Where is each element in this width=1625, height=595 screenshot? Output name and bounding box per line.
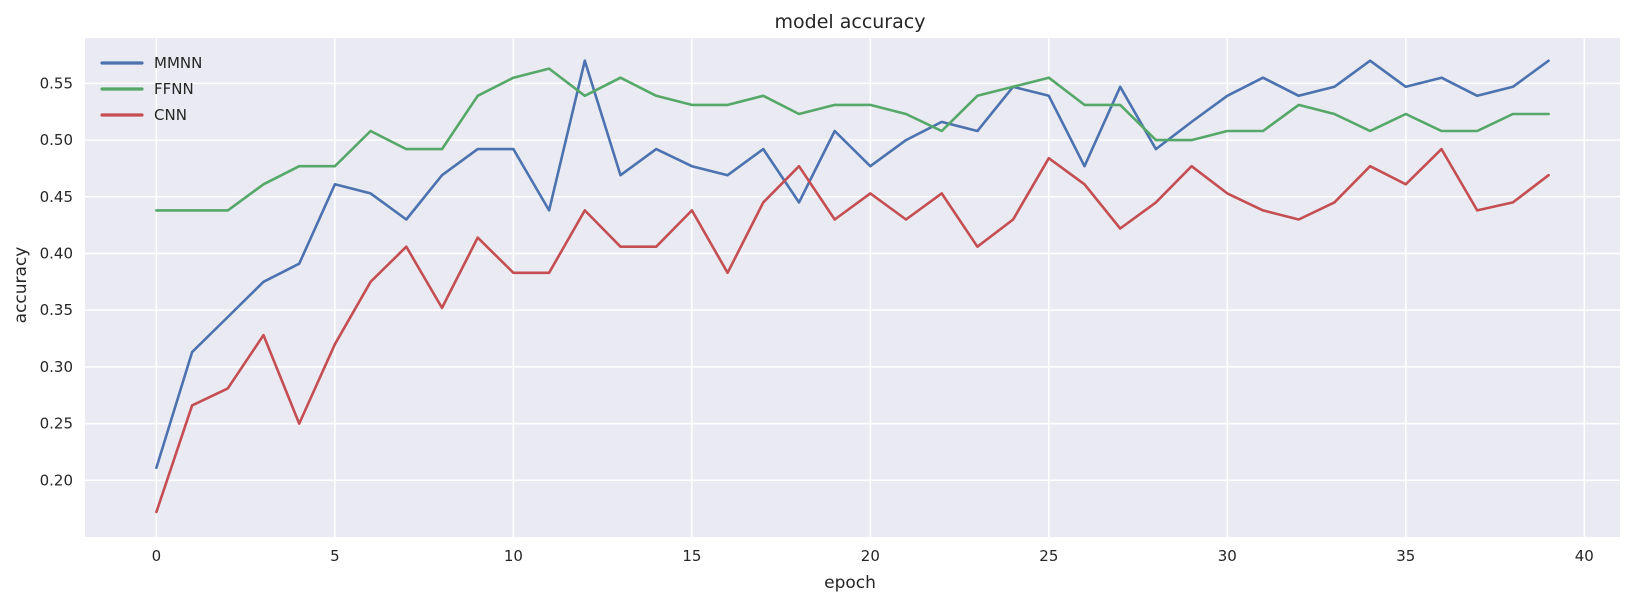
- legend: MMNN FFNN CNN: [100, 54, 202, 124]
- x-tick-label: 40: [1575, 547, 1594, 565]
- grid-lines: [85, 38, 1620, 537]
- chart-title: model accuracy: [775, 11, 926, 33]
- y-tick-label: 0.25: [40, 415, 73, 433]
- series-line-cnn: [155, 147, 1550, 514]
- x-tick-label: 15: [682, 547, 701, 565]
- x-tick-label: 0: [152, 547, 162, 565]
- x-axis-ticks: 0 5 10 15 20 25 30 35 40: [152, 547, 1594, 565]
- y-axis-title: accuracy: [11, 247, 31, 324]
- y-tick-label: 0.55: [40, 74, 73, 92]
- y-tick-label: 0.50: [40, 131, 73, 149]
- y-tick-label: 0.40: [40, 244, 73, 262]
- x-axis-title: epoch: [824, 573, 876, 593]
- x-tick-label: 20: [861, 547, 880, 565]
- series-line-mmnn: [155, 59, 1550, 470]
- series-line-ffnn: [155, 67, 1550, 212]
- plot-area: [85, 38, 1620, 537]
- y-tick-label: 0.20: [40, 471, 73, 489]
- y-tick-label: 0.45: [40, 188, 73, 206]
- y-axis-ticks: 0.20 0.25 0.30 0.35 0.40 0.45 0.50 0.55: [40, 74, 73, 489]
- series-lines: [155, 59, 1550, 514]
- x-tick-label: 35: [1396, 547, 1415, 565]
- x-tick-label: 30: [1218, 547, 1237, 565]
- x-tick-label: 25: [1039, 547, 1058, 565]
- legend-label-mmnn: MMNN: [154, 54, 202, 72]
- legend-label-ffnn: FFNN: [154, 80, 194, 98]
- y-tick-label: 0.35: [40, 301, 73, 319]
- legend-label-cnn: CNN: [154, 106, 187, 124]
- y-tick-label: 0.30: [40, 358, 73, 376]
- x-tick-label: 10: [504, 547, 523, 565]
- x-tick-label: 5: [330, 547, 340, 565]
